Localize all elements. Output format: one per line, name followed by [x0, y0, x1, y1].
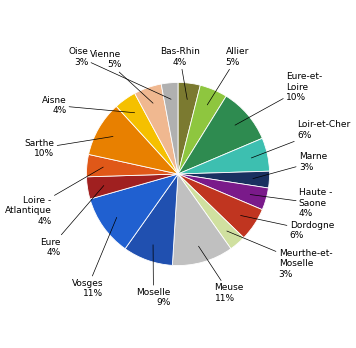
Text: Bas-Rhin
4%: Bas-Rhin 4% — [160, 47, 200, 100]
Wedge shape — [161, 82, 178, 174]
Wedge shape — [178, 174, 268, 210]
Text: Aisne
4%: Aisne 4% — [42, 96, 135, 115]
Wedge shape — [178, 174, 244, 249]
Wedge shape — [178, 171, 269, 188]
Text: Marne
3%: Marne 3% — [253, 152, 327, 179]
Text: Moselle
9%: Moselle 9% — [136, 245, 171, 307]
Text: Dordogne
6%: Dordogne 6% — [241, 215, 334, 240]
Wedge shape — [178, 138, 269, 174]
Wedge shape — [90, 174, 178, 249]
Wedge shape — [125, 174, 178, 266]
Wedge shape — [116, 93, 178, 174]
Text: Loir-et-Cher
6%: Loir-et-Cher 6% — [251, 120, 350, 158]
Wedge shape — [89, 106, 178, 174]
Text: Oise
3%: Oise 3% — [68, 47, 171, 99]
Text: Meurthe-et-
Moselle
3%: Meurthe-et- Moselle 3% — [227, 231, 332, 279]
Text: Eure-et-
Loire
10%: Eure-et- Loire 10% — [235, 72, 322, 125]
Text: Sarthe
10%: Sarthe 10% — [25, 136, 113, 158]
Wedge shape — [135, 84, 178, 174]
Wedge shape — [87, 174, 178, 199]
Text: Eure
4%: Eure 4% — [40, 185, 104, 257]
Wedge shape — [172, 174, 231, 266]
Text: Meuse
11%: Meuse 11% — [199, 246, 244, 303]
Wedge shape — [178, 96, 262, 174]
Text: Allier
5%: Allier 5% — [207, 47, 249, 105]
Text: Haute -
Saone
4%: Haute - Saone 4% — [250, 188, 332, 218]
Wedge shape — [178, 85, 226, 174]
Wedge shape — [178, 174, 262, 238]
Wedge shape — [87, 155, 178, 177]
Text: Vosges
11%: Vosges 11% — [72, 218, 117, 298]
Wedge shape — [178, 82, 200, 174]
Text: Loire -
Atlantique
4%: Loire - Atlantique 4% — [5, 167, 103, 226]
Text: Vienne
5%: Vienne 5% — [90, 50, 153, 103]
